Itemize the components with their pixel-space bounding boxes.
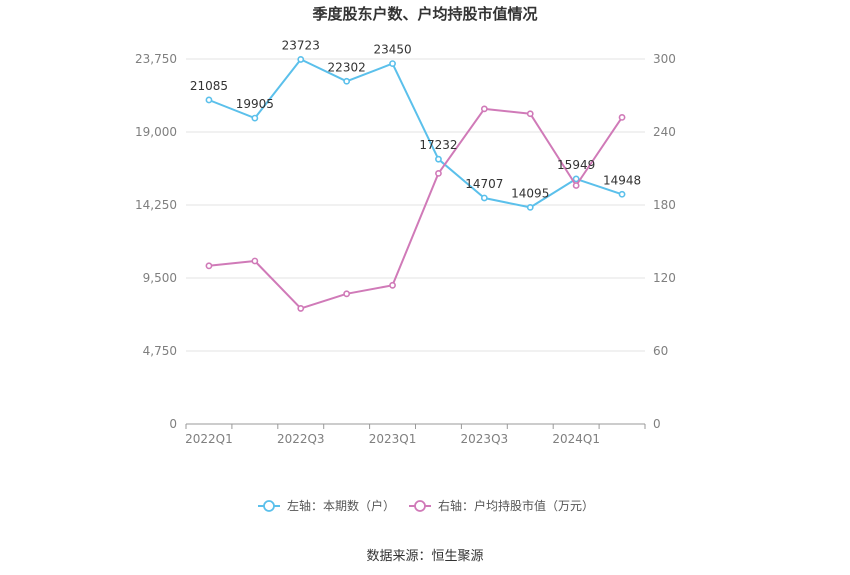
data-labels: 21085 19905 23723 22302 23450 17232 14707 14095… — [190, 38, 641, 200]
data-point — [297, 56, 305, 63]
y-right-tick-label: 180 — [653, 198, 676, 212]
chart-title: 季度股东户数、户均持股市值情况 — [312, 5, 537, 23]
y-right-tick-label: 0 — [653, 417, 661, 431]
data-point — [343, 77, 351, 85]
source-note: 数据来源：恒生聚源 — [366, 549, 483, 564]
y-right-tick-label: 300 — [653, 52, 676, 66]
data-point — [343, 290, 351, 298]
y-right-tick-label: 60 — [653, 344, 668, 358]
x-tick-label: 2023Q1 — [369, 432, 417, 446]
x-tick-label: 2022Q1 — [185, 432, 233, 446]
x-tick-label: 2022Q3 — [277, 432, 325, 446]
y-left-tick-label: 14,250 — [135, 198, 177, 212]
data-label: 14095 — [511, 186, 549, 200]
data-label: 15949 — [557, 158, 595, 172]
series-layer — [205, 56, 626, 312]
data-point — [205, 96, 213, 104]
data-point — [205, 262, 213, 270]
x-tick-label: 2024Q1 — [552, 432, 600, 446]
data-point — [480, 105, 488, 113]
legend-entry: 右轴：户均持股市值（万元） — [438, 498, 594, 513]
y-left-tick-label: 23,750 — [135, 52, 177, 66]
data-point — [572, 182, 580, 189]
data-point — [618, 190, 626, 198]
data-point — [435, 169, 442, 177]
series-line — [208, 58, 623, 209]
y-left-tick-label: 4,750 — [143, 344, 177, 358]
x-tick-label: 2023Q3 — [461, 432, 509, 446]
legend-marker — [414, 500, 426, 512]
data-label: 21085 — [190, 79, 228, 93]
axes: 0 0 4,750 60 9,500 120 14,250 180 19,000 240 23,75… — [135, 52, 676, 446]
data-label: 22302 — [328, 60, 366, 74]
y-left-tick-label: 0 — [169, 417, 177, 431]
legend-marker — [263, 500, 275, 512]
data-label: 17232 — [419, 138, 457, 152]
series-line — [208, 107, 623, 310]
data-point — [251, 114, 259, 122]
data-label: 23723 — [282, 38, 320, 52]
data-label: 14707 — [465, 177, 503, 191]
data-point — [297, 305, 305, 312]
data-point — [389, 60, 396, 68]
data-label: 19905 — [236, 97, 274, 111]
data-point — [526, 110, 534, 118]
data-point — [251, 257, 259, 265]
legend-entry: 左轴：本期数（户） — [287, 498, 395, 513]
data-point — [618, 114, 626, 121]
legend: 左轴：本期数（户） 右轴：户均持股市值（万元） — [258, 498, 594, 513]
data-point — [389, 281, 396, 289]
y-right-tick-label: 240 — [653, 125, 676, 139]
data-label: 23450 — [373, 43, 411, 57]
y-left-tick-label: 19,000 — [135, 125, 177, 139]
data-point — [435, 155, 442, 163]
data-point — [526, 203, 534, 211]
y-right-tick-label: 120 — [653, 271, 676, 285]
grid-lines — [186, 58, 645, 352]
y-left-tick-label: 9,500 — [143, 271, 177, 285]
data-point — [572, 175, 580, 183]
data-point — [480, 194, 488, 202]
data-label: 14948 — [603, 173, 641, 187]
